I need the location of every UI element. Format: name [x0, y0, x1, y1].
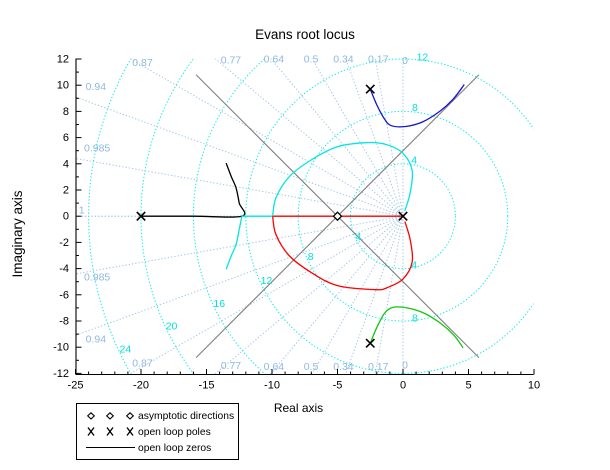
- svg-text:0.87: 0.87: [132, 57, 153, 69]
- svg-text:4: 4: [356, 231, 362, 243]
- svg-text:0.77: 0.77: [221, 360, 242, 372]
- svg-text:-25: -25: [68, 380, 84, 392]
- svg-text:0.94: 0.94: [86, 333, 107, 345]
- svg-text:0.87: 0.87: [132, 357, 153, 369]
- svg-text:0.34: 0.34: [333, 53, 354, 65]
- svg-text:-4: -4: [59, 263, 69, 275]
- svg-text:-12: -12: [53, 368, 69, 380]
- svg-text:-8: -8: [59, 316, 69, 328]
- svg-text:6: 6: [63, 132, 69, 144]
- svg-text:8: 8: [63, 106, 69, 118]
- svg-text:0: 0: [402, 55, 408, 67]
- svg-text:12: 12: [417, 51, 429, 63]
- svg-text:0.985: 0.985: [84, 143, 110, 155]
- svg-text:0: 0: [400, 380, 406, 392]
- svg-text:10: 10: [528, 380, 540, 392]
- svg-text:24: 24: [120, 344, 132, 356]
- svg-text:8: 8: [412, 313, 418, 325]
- svg-text:8: 8: [308, 251, 314, 263]
- svg-text:-10: -10: [264, 380, 280, 392]
- svg-text:0.64: 0.64: [264, 53, 285, 65]
- svg-text:0.985: 0.985: [84, 272, 110, 284]
- svg-text:0.34: 0.34: [333, 361, 354, 373]
- svg-text:10: 10: [57, 80, 69, 92]
- svg-text:0.77: 0.77: [221, 54, 242, 66]
- svg-text:20: 20: [166, 321, 178, 333]
- svg-text:1: 1: [79, 204, 85, 216]
- svg-text:12: 12: [261, 275, 273, 287]
- svg-text:0.94: 0.94: [86, 81, 107, 93]
- svg-text:16: 16: [213, 298, 225, 310]
- svg-text:4: 4: [63, 158, 69, 170]
- svg-text:0: 0: [63, 211, 69, 223]
- svg-text:4: 4: [411, 155, 417, 167]
- svg-text:5: 5: [465, 380, 471, 392]
- svg-text:4: 4: [411, 260, 417, 272]
- svg-text:0.5: 0.5: [304, 361, 319, 373]
- svg-text:8: 8: [412, 102, 418, 114]
- svg-text:0.64: 0.64: [264, 361, 285, 373]
- svg-text:-15: -15: [199, 380, 215, 392]
- svg-text:-5: -5: [333, 380, 343, 392]
- svg-text:12: 12: [57, 54, 69, 66]
- svg-text:-6: -6: [59, 289, 69, 301]
- svg-text:0.17: 0.17: [368, 53, 389, 65]
- svg-text:2: 2: [63, 185, 69, 197]
- svg-text:-20: -20: [133, 380, 149, 392]
- svg-text:0.5: 0.5: [304, 53, 319, 65]
- svg-text:0.17: 0.17: [368, 361, 389, 373]
- svg-text:-2: -2: [59, 237, 69, 249]
- svg-text:-10: -10: [53, 342, 69, 354]
